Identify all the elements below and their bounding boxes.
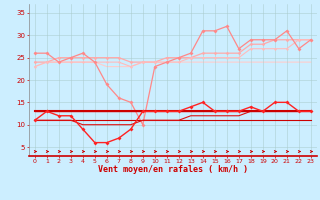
X-axis label: Vent moyen/en rafales ( km/h ): Vent moyen/en rafales ( km/h )	[98, 165, 248, 174]
